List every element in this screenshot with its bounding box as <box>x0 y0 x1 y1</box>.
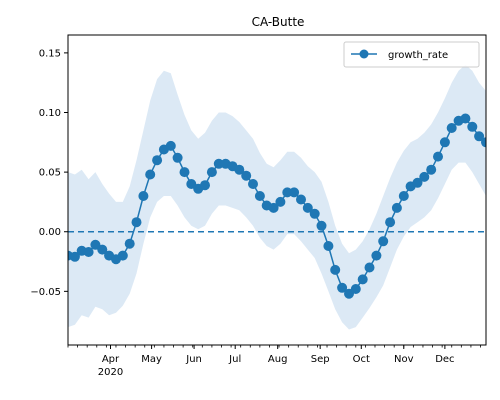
data-point <box>234 164 245 175</box>
legend-marker-sample <box>359 49 369 59</box>
data-point <box>289 187 300 198</box>
y-tick-label: 0.00 <box>39 227 61 238</box>
data-point <box>316 220 327 231</box>
data-point <box>275 196 286 207</box>
x-tick-year-label: 2020 <box>98 367 123 378</box>
data-point <box>309 208 320 219</box>
legend-label: growth_rate <box>388 50 448 61</box>
x-tick-label: May <box>141 354 162 365</box>
data-point <box>268 202 279 213</box>
data-point <box>254 191 265 201</box>
data-point <box>296 194 306 205</box>
data-point <box>337 282 348 293</box>
x-tick-label: Aug <box>268 354 288 365</box>
data-point <box>474 131 485 142</box>
data-point <box>481 137 486 148</box>
data-point <box>138 191 149 201</box>
y-tick-label: 0.15 <box>39 48 61 59</box>
data-point <box>241 170 252 181</box>
y-tick-label: 0.05 <box>39 168 61 179</box>
data-point <box>426 164 437 175</box>
data-point <box>323 241 334 251</box>
data-point <box>97 244 108 255</box>
data-point <box>124 238 135 249</box>
plot-frame <box>67 34 487 346</box>
data-point <box>302 202 313 213</box>
data-point <box>248 179 258 189</box>
data-point <box>467 121 478 132</box>
data-point <box>83 247 94 257</box>
x-tick-label: Dec <box>435 354 454 365</box>
data-point <box>419 171 430 182</box>
data-point <box>412 177 423 188</box>
x-tick-label: Jul <box>228 354 241 365</box>
data-point <box>131 217 142 228</box>
y-tick-label: −0.05 <box>30 287 61 298</box>
x-tick-label: Jun <box>185 354 202 365</box>
data-point <box>391 202 402 213</box>
data-point <box>398 191 409 201</box>
data-point <box>165 140 176 151</box>
data-point <box>378 236 389 247</box>
data-point <box>433 151 443 162</box>
data-point <box>357 274 368 285</box>
x-tick-label: Apr <box>102 354 120 365</box>
data-point <box>69 251 80 262</box>
data-point <box>179 167 190 178</box>
x-tick-label: Oct <box>353 354 370 365</box>
legend-box <box>343 41 480 68</box>
chart-title: CA-Butte <box>252 15 305 29</box>
data-point <box>460 113 471 124</box>
data-point <box>206 167 217 178</box>
data-point <box>350 284 361 294</box>
data-point <box>371 250 382 261</box>
data-point <box>117 250 128 261</box>
legend: growth_rate <box>343 41 480 68</box>
y-tick-label: 0.10 <box>39 108 61 119</box>
x-tick-label: Nov <box>394 354 414 365</box>
data-point <box>385 217 396 228</box>
data-point <box>364 262 375 273</box>
confidence-band <box>68 64 486 330</box>
data-point <box>172 152 183 163</box>
data-point <box>330 264 341 275</box>
data-point <box>145 169 156 180</box>
x-tick-label: Sep <box>311 354 330 365</box>
data-point <box>446 123 457 133</box>
data-point <box>439 137 450 148</box>
data-point <box>152 155 163 166</box>
data-point <box>200 180 210 191</box>
